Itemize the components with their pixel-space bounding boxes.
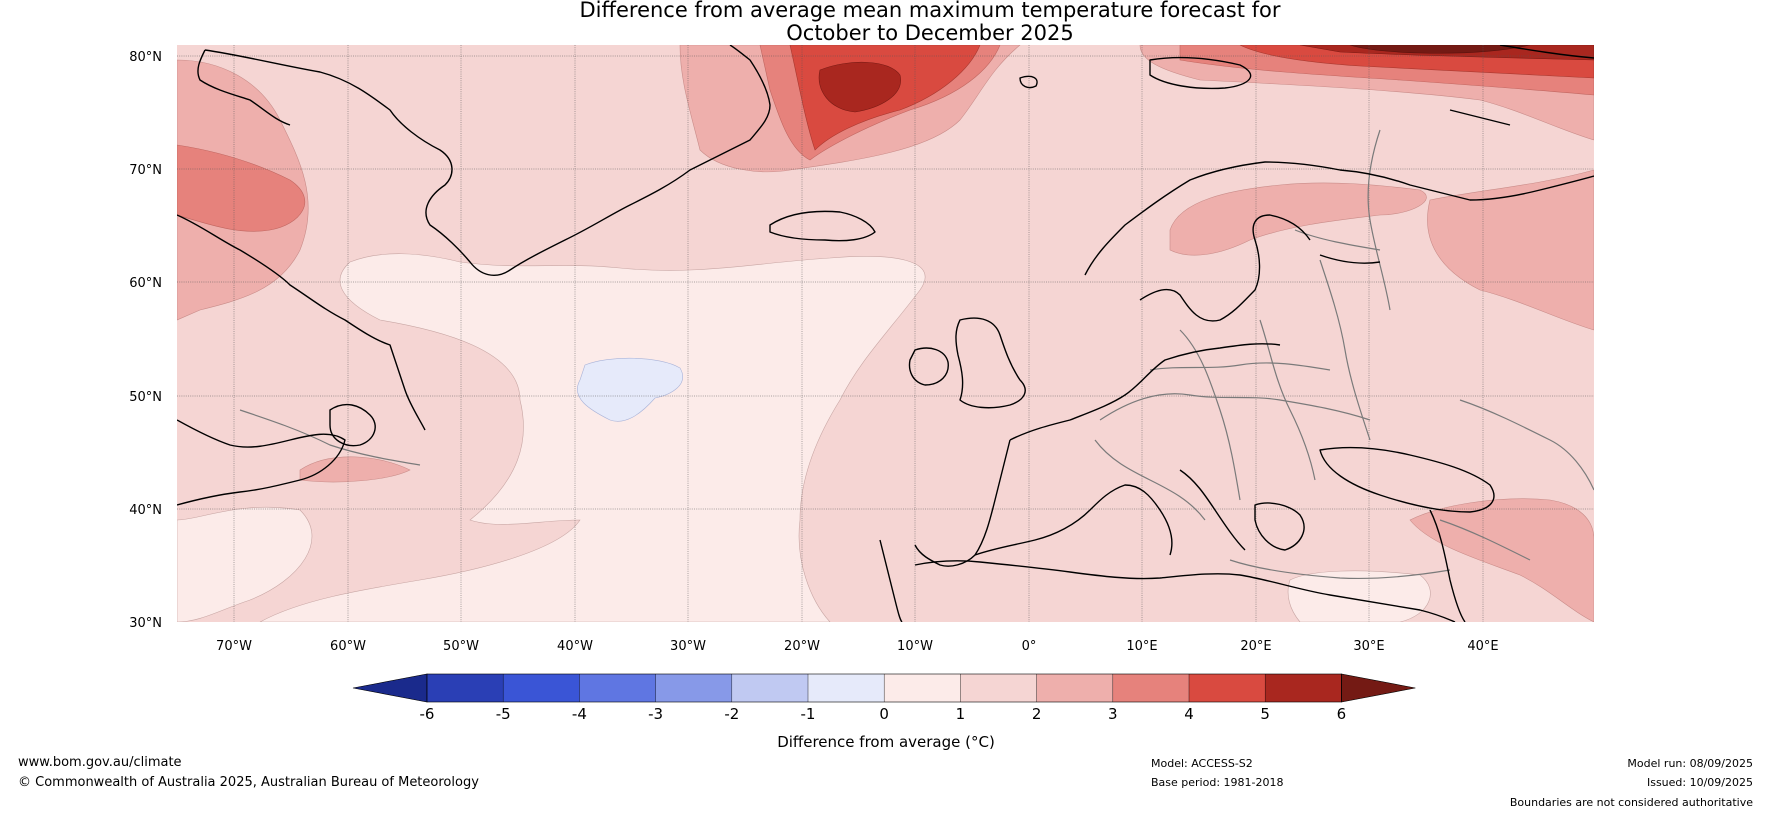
footer-website: www.bom.gov.au/climate — [18, 755, 182, 770]
lon-tick-label: 10°W — [897, 639, 933, 654]
lon-tick-label: 70°W — [216, 639, 252, 654]
colorbar-segment — [884, 674, 961, 702]
colorbar-tick-label: -4 — [572, 705, 587, 723]
anomaly-region-2-3-scandinavia — [1169, 182, 1427, 256]
colorbar-tick-label: -2 — [724, 705, 739, 723]
colorbar-segment — [960, 674, 1038, 702]
colorbar-segment — [1036, 674, 1114, 702]
lon-tick-label: 30°E — [1353, 639, 1384, 654]
lat-tick-label: 60°N — [129, 276, 162, 291]
lat-tick-label: 40°N — [129, 503, 162, 518]
colorbar-tick-label: -3 — [648, 705, 663, 723]
footer-base-period: Base period: 1981-2018 — [1151, 776, 1284, 789]
anomaly-region-2-3-middle-east — [1409, 498, 1594, 622]
lat-tick-label: 50°N — [129, 390, 162, 405]
colorbar-tick-label: 6 — [1337, 705, 1347, 723]
anomaly-region-0-1 — [259, 253, 926, 622]
title-line-2: October to December 2025 — [786, 21, 1074, 45]
country-borders — [239, 129, 1594, 580]
colorbar-tick-label: 2 — [1032, 705, 1042, 723]
lon-tick-label: 40°E — [1467, 639, 1498, 654]
lon-tick-label: 20°E — [1240, 639, 1271, 654]
footer-issued: Issued: 10/09/2025 — [1646, 776, 1753, 789]
lat-tick-label: 70°N — [129, 163, 162, 178]
anomaly-region-0-1-med — [1287, 570, 1431, 622]
lon-tick-label: 40°W — [557, 639, 593, 654]
lon-tick-label: 50°W — [443, 639, 479, 654]
footer-copyright: © Commonwealth of Australia 2025, Austra… — [18, 775, 479, 790]
coastlines — [177, 45, 1594, 622]
colorbar-segment — [427, 674, 504, 702]
colorbar-tick-label: 4 — [1184, 705, 1194, 723]
footer-model-run: Model run: 08/09/2025 — [1627, 757, 1753, 770]
colorbar-extend-high — [1341, 673, 1416, 703]
colorbar-tick-label: 5 — [1260, 705, 1270, 723]
colorbar-tick-label: 3 — [1108, 705, 1118, 723]
footer-model: Model: ACCESS-S2 — [1151, 757, 1253, 770]
colorbar-tick-label: -1 — [801, 705, 816, 723]
colorbar-segment — [579, 674, 657, 702]
colorbar-segment — [1112, 674, 1190, 702]
colorbar-segment — [808, 674, 885, 702]
colorbar-tick-label: -5 — [496, 705, 511, 723]
colorbar-extend-low — [352, 673, 428, 703]
colorbar-tick-label: 1 — [956, 705, 966, 723]
footer-disclaimer: Boundaries are not considered authoritat… — [1509, 796, 1753, 809]
lat-tick-label: 30°N — [129, 616, 162, 631]
colorbar: -6 -5 -4 -3 -2 -1 0 1 2 3 4 5 6 — [352, 673, 1416, 723]
anomaly-region-5-6-greenland-sea — [818, 61, 901, 113]
longitude-axis: 70°W 60°W 50°W 40°W 30°W 20°W 10°W 0° 10… — [216, 639, 1499, 654]
colorbar-segment — [1189, 674, 1266, 702]
colorbar-segment — [655, 674, 733, 702]
anomaly-region-3-4-baffin — [177, 144, 305, 232]
lat-tick-label: 80°N — [129, 50, 162, 65]
chart-title: Difference from average mean maximum tem… — [0, 0, 1770, 45]
lon-tick-label: 10°E — [1126, 639, 1157, 654]
map-area — [177, 45, 1594, 622]
colorbar-segment — [503, 674, 580, 702]
title-line-1: Difference from average mean maximum tem… — [579, 0, 1281, 22]
graticule — [177, 45, 1594, 622]
anomaly-region-2-3-russia — [1427, 169, 1594, 331]
colorbar-segment — [1265, 674, 1342, 702]
colorbar-segment — [731, 674, 809, 702]
lon-tick-label: 60°W — [330, 639, 366, 654]
lon-tick-label: 0° — [1022, 639, 1037, 654]
lon-tick-label: 20°W — [784, 639, 820, 654]
colorbar-tick-label: -6 — [420, 705, 435, 723]
anomaly-region-above-6 — [1349, 45, 1531, 54]
anomaly-region-negative — [577, 357, 683, 422]
lon-tick-label: 30°W — [670, 639, 706, 654]
latitude-axis: 80°N 70°N 60°N 50°N 40°N 30°N — [129, 50, 162, 631]
anomaly-region-2-3-newfoundland — [299, 456, 411, 483]
anomaly-region-0-1-lower — [177, 506, 313, 622]
colorbar-label: Difference from average (°C) — [777, 733, 995, 751]
colorbar-tick-label: 0 — [879, 705, 889, 723]
